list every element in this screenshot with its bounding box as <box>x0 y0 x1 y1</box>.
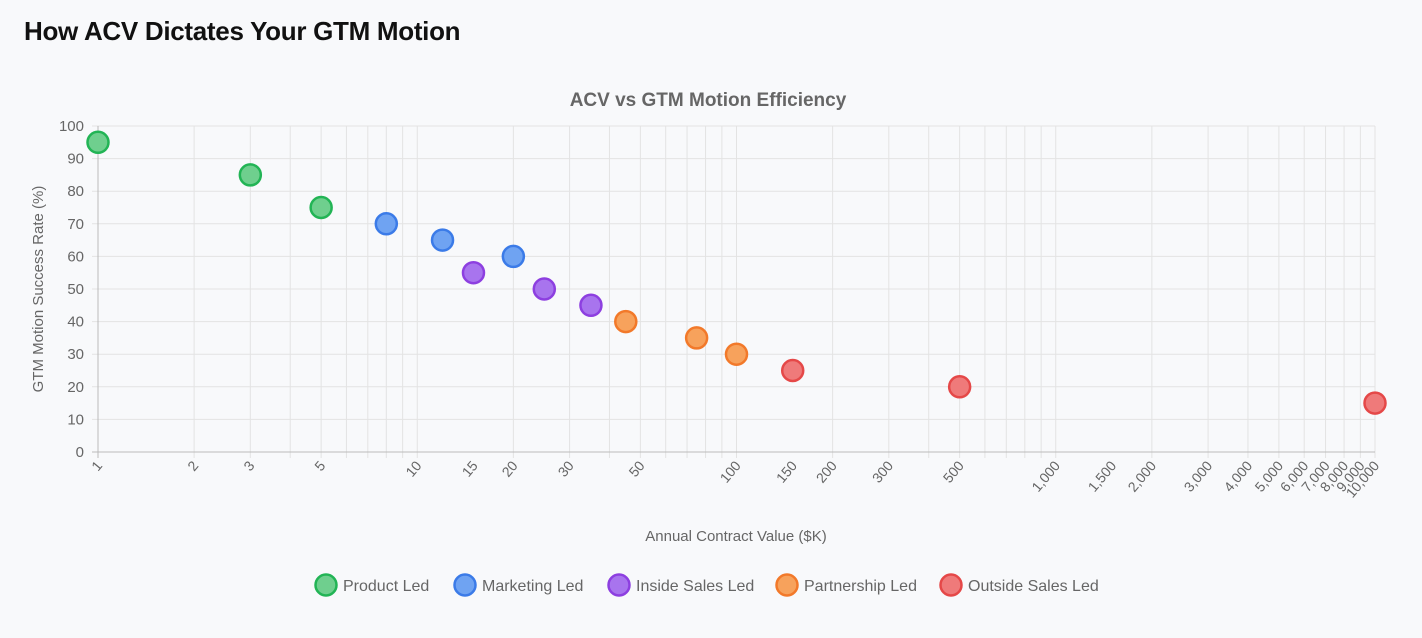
legend-item-partnership-led[interactable]: Partnership Led <box>775 573 917 597</box>
data-point-product-led <box>86 130 110 155</box>
y-axis-label: GTM Motion Success Rate (%) <box>30 186 47 393</box>
data-point-outside-sales-led <box>947 375 972 399</box>
data-point-inside-sales-led <box>579 293 603 318</box>
x-tick-label: 500 <box>940 457 967 485</box>
x-tick-label: 15 <box>458 457 480 479</box>
data-point-marketing-led <box>430 228 455 252</box>
x-tick-label: 50 <box>625 457 647 479</box>
data-point-product-led <box>309 195 333 220</box>
legend-item-product-led[interactable]: Product Led <box>314 573 430 597</box>
x-tick-label: 2 <box>184 457 201 473</box>
legend-item-inside-sales-led[interactable]: Inside Sales Led <box>607 573 755 597</box>
x-tick-label: 20 <box>498 457 520 479</box>
x-tick-label: 3 <box>240 457 257 473</box>
x-tick-label: 1,000 <box>1028 457 1063 494</box>
data-point-inside-sales-led <box>461 260 486 285</box>
legend-item-marketing-led[interactable]: Marketing Led <box>453 573 584 597</box>
chart-title: ACV vs GTM Motion Efficiency <box>570 90 847 111</box>
y-tick-label: 40 <box>67 314 84 331</box>
y-tick-label: 100 <box>59 118 84 135</box>
legend-label: Partnership Led <box>804 578 917 595</box>
x-tick-label: 1 <box>88 457 105 473</box>
x-tick-label: 10 <box>402 457 424 479</box>
data-point-partnership-led <box>614 309 638 334</box>
x-tick-label: 3,000 <box>1181 457 1216 494</box>
legend-marker <box>775 573 799 597</box>
legend-label: Inside Sales Led <box>636 578 754 595</box>
data-point-outside-sales-led <box>1363 391 1387 415</box>
x-tick-label: 300 <box>869 457 896 485</box>
page-title: How ACV Dictates Your GTM Motion <box>24 16 461 46</box>
legend-marker <box>314 573 338 597</box>
y-tick-label: 70 <box>67 216 84 233</box>
x-tick-label: 5 <box>311 457 328 473</box>
data-point-marketing-led <box>501 244 526 269</box>
x-tick-label: 150 <box>773 457 800 485</box>
data-point-product-led <box>238 163 263 187</box>
x-tick-label: 200 <box>813 457 840 485</box>
legend-label: Product Led <box>343 578 429 595</box>
y-tick-label: 80 <box>67 183 84 200</box>
legend: Product Led Marketing Led Inside Sales Led… <box>314 573 1099 597</box>
grid-lines <box>92 125 1376 458</box>
y-tick-label: 30 <box>67 346 84 363</box>
y-tick-label: 20 <box>67 379 84 396</box>
data-point-partnership-led <box>684 326 709 350</box>
legend-marker <box>607 573 631 597</box>
legend-label: Outside Sales Led <box>968 578 1099 595</box>
y-tick-label: 10 <box>67 411 84 428</box>
legend-label: Marketing Led <box>482 578 583 595</box>
legend-marker <box>939 573 963 597</box>
data-point-partnership-led <box>724 342 749 366</box>
data-point-marketing-led <box>374 212 399 236</box>
y-tick-label: 50 <box>67 281 84 298</box>
x-tick-label: 30 <box>555 457 577 479</box>
legend-marker <box>453 573 477 597</box>
y-tick-label: 90 <box>67 151 84 168</box>
y-tick-label: 60 <box>67 248 84 265</box>
x-axis-label: Annual Contract Value ($K) <box>645 528 827 545</box>
y-tick-label: 0 <box>76 444 84 461</box>
x-tick-label: 1,500 <box>1084 457 1119 494</box>
x-tick-label: 100 <box>717 457 744 485</box>
data-point-inside-sales-led <box>532 277 557 301</box>
legend-item-outside-sales-led[interactable]: Outside Sales Led <box>939 573 1099 597</box>
x-tick-label: 2,000 <box>1124 457 1159 494</box>
x-tick-label: 4,000 <box>1220 457 1255 494</box>
data-points <box>86 130 1387 415</box>
data-point-outside-sales-led <box>780 358 805 383</box>
